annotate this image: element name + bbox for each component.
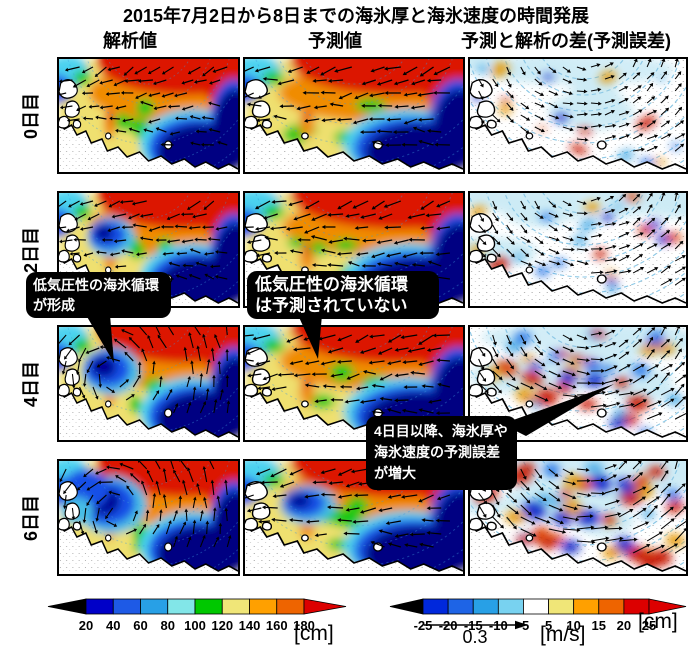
map-panel-6日目-analysis [57, 459, 240, 576]
callout-line: は予測されていない [255, 296, 408, 315]
map-panel-0日目-analysis [57, 57, 240, 174]
svg-text:120: 120 [211, 618, 233, 633]
svg-text:100: 100 [184, 618, 206, 633]
svg-text:60: 60 [133, 618, 147, 633]
thickness-colorbar: 20 40 60 80 100 120 140 160 180 [47, 598, 347, 633]
figure-title: 2015年7月2日から8日までの海氷厚と海氷速度の時間発展 [122, 6, 590, 26]
thickness-colorbar-unit: [cm] [294, 622, 334, 645]
row-label-day2: 2日目 [21, 226, 41, 274]
row-label-day4: 4日目 [21, 360, 41, 408]
callout-line: 低気圧性の海氷循環 [255, 275, 408, 294]
column-header-forecast: 予測値 [308, 31, 362, 51]
svg-text:5: 5 [545, 618, 552, 633]
column-header-difference: 予測と解析の差(予測誤差) [461, 31, 671, 51]
svg-text:10: 10 [566, 618, 580, 633]
map-panel-4日目-analysis [57, 325, 240, 442]
callout-error-grows-tail [502, 384, 614, 436]
row-label-day6: 6日目 [21, 494, 41, 542]
svg-text:20: 20 [79, 618, 93, 633]
map-panel-6日目-difference [468, 459, 688, 576]
map-panel-2日目-difference [468, 191, 688, 308]
svg-text:180: 180 [293, 618, 315, 633]
svg-text:160: 160 [266, 618, 288, 633]
difference-colorbar-unit: [cm] [638, 610, 678, 633]
svg-text:15: 15 [592, 618, 606, 633]
velocity-scale-arrow [424, 620, 528, 630]
callout-line: が形成 [33, 297, 75, 313]
svg-text:40: 40 [106, 618, 120, 633]
callout-line: が増大 [374, 465, 416, 481]
callout-cyclone-formed: 低気圧性の海氷循環 が形成 [26, 272, 171, 318]
svg-text:-25: -25 [414, 618, 433, 633]
velocity-scale-unit: [m/s] [540, 623, 586, 646]
callout-not-predicted: 低気圧性の海氷循環 は予測されていない [247, 271, 439, 319]
callout-line: 4日目以降、海氷厚や [374, 423, 508, 439]
svg-text:20: 20 [617, 618, 631, 633]
svg-text:140: 140 [239, 618, 261, 633]
map-panel-0日目-difference [468, 57, 688, 174]
callout-error-grows: 4日目以降、海氷厚や 海氷速度の予測誤差 が増大 [366, 416, 517, 490]
callout-line: 低気圧性の海氷循環 [33, 277, 159, 293]
callout-cyclone-formed-tail [86, 315, 114, 363]
map-panel-0日目-forecast [243, 57, 465, 174]
svg-text:25: 25 [642, 618, 656, 633]
callout-not-predicted-tail [298, 315, 322, 359]
row-label-day0: 0日目 [21, 92, 41, 140]
velocity-scale-value: 0.3 [462, 627, 488, 647]
callout-line: 海氷速度の予測誤差 [374, 444, 500, 460]
column-header-analysis: 解析値 [103, 31, 157, 51]
svg-text:80: 80 [161, 618, 175, 633]
